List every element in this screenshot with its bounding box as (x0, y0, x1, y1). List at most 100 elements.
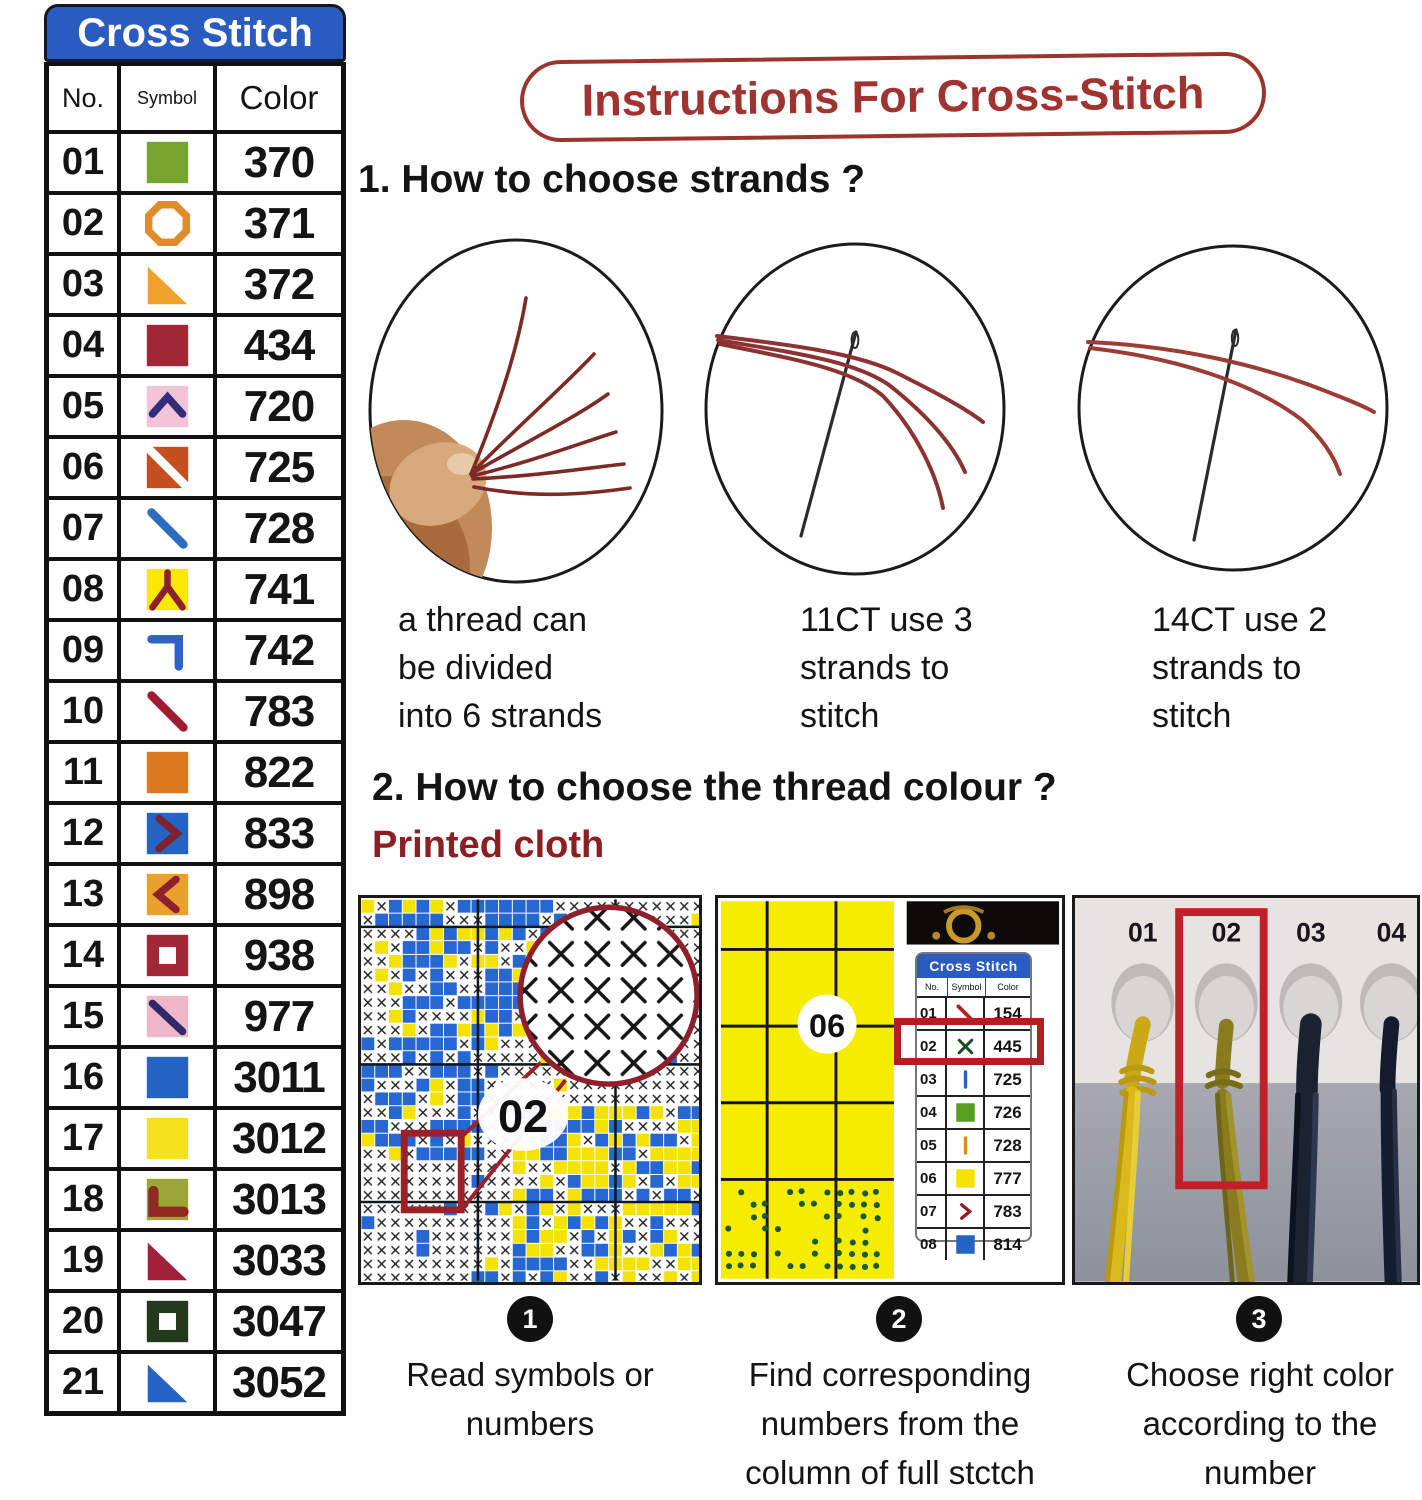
legend-row-color: 434 (215, 315, 343, 376)
two-strands (1086, 340, 1376, 476)
step-badge-2: 2 (876, 1296, 922, 1342)
caption-line: 11CT use 3 (800, 601, 973, 639)
three-strands (715, 334, 985, 510)
legend-row-no: 03 (47, 254, 119, 315)
step-badge-1: 1 (507, 1296, 553, 1342)
mini-row-no: 08 (917, 1229, 947, 1260)
caption-line: according to the (1142, 1405, 1378, 1442)
yellow-cloth (720, 901, 894, 1279)
legend-header-symbol: Symbol (119, 64, 215, 132)
mini-row-no: 03 (917, 1064, 947, 1095)
legend-row-no: 13 (47, 864, 119, 925)
highlighted-thread-box (1175, 908, 1268, 1190)
thread-holes (1111, 963, 1417, 1042)
caption-divide-strands: a thread can be divided into 6 strands (398, 596, 602, 740)
caption-line: column of full stctch (745, 1454, 1035, 1491)
legend-row-color: 833 (215, 803, 343, 864)
photo-11ct-3-strands (703, 240, 1010, 578)
legend-row-no: 17 (47, 1108, 119, 1169)
green-square-icon (947, 1097, 985, 1128)
legend-row-no: 11 (47, 742, 119, 803)
legend-row-no: 08 (47, 559, 119, 620)
six-strands (469, 296, 632, 497)
pattern-chart-panel: 02 (358, 895, 702, 1285)
blue-square-icon (119, 1047, 215, 1108)
mini-row-no: 02 (917, 1031, 947, 1062)
legend-row-no: 20 (47, 1291, 119, 1352)
legend-row-color: 783 (215, 681, 343, 742)
orange-vertical-line-icon (947, 1130, 985, 1161)
orange-octagon-icon (119, 193, 215, 254)
mini-legend-row: 06 777 (917, 1163, 1030, 1196)
step2-heading: 2. How to choose the thread colour ? (372, 766, 1057, 809)
orange-square-icon (119, 742, 215, 803)
legend-row-color: 977 (215, 986, 343, 1047)
mini-legend-headers: No. Symbol Color (917, 978, 1030, 998)
mini-header-no: No. (924, 982, 939, 992)
mini-row-no: 04 (917, 1097, 947, 1128)
legend-row-color: 742 (215, 620, 343, 681)
green-x-mark-icon (947, 1031, 985, 1062)
caption-line: stitch (1152, 697, 1232, 735)
mini-legend-row: 05 728 (917, 1130, 1030, 1163)
mini-row-color: 814 (993, 1234, 1022, 1254)
thread-number-labels: 01 02 03 04 (1128, 918, 1406, 948)
legend-row-no: 18 (47, 1169, 119, 1230)
dark-red-square-icon (119, 315, 215, 376)
caption-line: Read symbols or (406, 1356, 654, 1393)
caption-line: 14CT use 2 (1152, 601, 1328, 639)
blue-triangle-icon (119, 1352, 215, 1413)
mini-row-no: 05 (917, 1130, 947, 1161)
thread-card-panel: 01 02 03 04 (1072, 895, 1420, 1285)
maroon-chevron-left-on-orange-icon (119, 864, 215, 925)
legend-title: Cross Stitch (44, 4, 346, 62)
caption-line: numbers from the (760, 1405, 1020, 1442)
gold-emblem (932, 905, 996, 944)
legend-row-color: 3047 (215, 1291, 343, 1352)
legend-header-no: No. (47, 64, 119, 132)
needle-eye (1230, 329, 1240, 347)
legend-row-no: 09 (47, 620, 119, 681)
mini-legend-row: 07 783 (917, 1196, 1030, 1229)
legend-row-no: 10 (47, 681, 119, 742)
caption-line: number (1204, 1454, 1316, 1491)
mini-row-color: 777 (993, 1168, 1022, 1188)
mini-legend-row: 03 725 (917, 1064, 1030, 1097)
mini-legend-card: Cross Stitch No. Symbol Color 01 154 02 445… (915, 952, 1032, 1260)
thread-label-01: 01 (1128, 918, 1158, 948)
mini-header-symbol: Symbol (947, 978, 985, 996)
stitch-dots (725, 1188, 881, 1271)
legend-row-no: 05 (47, 376, 119, 437)
caption-line: Choose right color (1126, 1356, 1394, 1393)
thread-label-04: 04 (1377, 918, 1407, 948)
mini-header-color: Color (985, 978, 1030, 996)
navy-diagonal-on-pink-icon (119, 986, 215, 1047)
caption-14ct: 14CT use 2 strands to stitch (1152, 596, 1327, 740)
legend-row-color: 822 (215, 742, 343, 803)
mini-row-color: 445 (993, 1036, 1022, 1056)
blue-corner-bracket-icon (119, 620, 215, 681)
photo-14ct-2-strands (1076, 242, 1393, 576)
step3-caption: Choose right color according to the numb… (1080, 1350, 1422, 1497)
blue-vertical-line-icon (947, 1064, 985, 1095)
legend-row-color: 898 (215, 864, 343, 925)
thread-bundles (1104, 1013, 1402, 1282)
mini-row-color: 154 (993, 1003, 1022, 1023)
step2-caption: Find corresponding numbers from the colu… (710, 1350, 1070, 1497)
needle (1192, 328, 1238, 542)
legend-row-color: 3033 (215, 1230, 343, 1291)
legend-row-color: 720 (215, 376, 343, 437)
dark-red-l-mark-on-olive-icon (119, 1169, 215, 1230)
caption-line: Find corresponding (748, 1356, 1032, 1393)
thread-label-02: 02 (1212, 918, 1242, 948)
caption-line: into 6 strands (398, 697, 603, 735)
mini-row-color: 725 (993, 1069, 1022, 1089)
legend-row-color: 372 (215, 254, 343, 315)
legend-row-color: 3013 (215, 1169, 343, 1230)
hollow-dark-red-square-icon (119, 925, 215, 986)
mini-row-color: 728 (993, 1135, 1022, 1155)
legend-row-no: 04 (47, 315, 119, 376)
thread-label-03: 03 (1296, 918, 1326, 948)
mini-legend-title: Cross Stitch (917, 954, 1030, 978)
mini-legend-row: 01 154 (917, 998, 1030, 1031)
